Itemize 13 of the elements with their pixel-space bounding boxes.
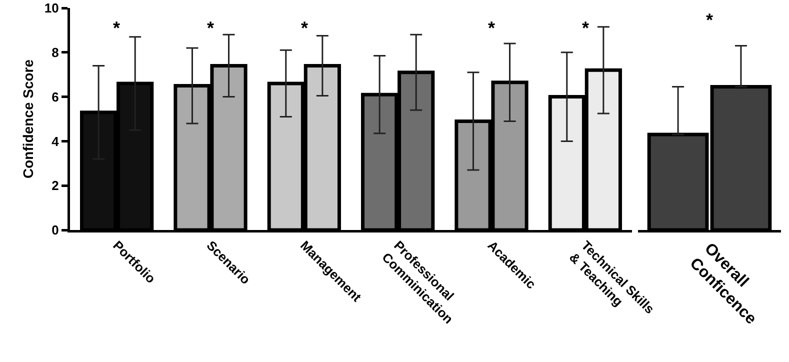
y-tick-label: 4	[52, 134, 60, 149]
y-axis-title: Confidence Score	[20, 59, 36, 179]
annotation: *	[582, 18, 590, 38]
y-tick-label: 10	[44, 0, 59, 16]
y-tick-label: 2	[52, 178, 59, 194]
annotation: *	[207, 18, 214, 38]
annotation: *	[706, 10, 714, 30]
y-tick-label: 6	[52, 89, 59, 104]
annotation: *	[301, 18, 308, 38]
y-tick-label: 8	[52, 44, 59, 60]
annotation: *	[113, 18, 120, 38]
y-tick-label: 0	[52, 222, 59, 238]
annotation: *	[488, 18, 496, 38]
